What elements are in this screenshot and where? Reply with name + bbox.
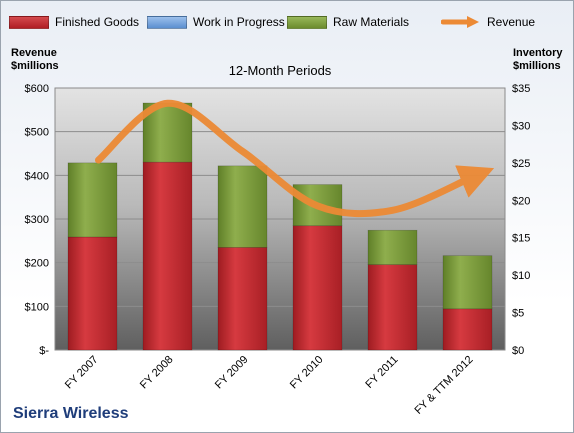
left-axis-ticks: $- $100 $200 $300 $400 $500 $600: [25, 83, 50, 357]
bar-finished-goods: [442, 308, 493, 351]
bar-finished-goods: [292, 225, 343, 351]
right-tick-label: $30: [512, 120, 530, 132]
right-tick-label: $25: [512, 158, 530, 170]
left-tick-label: $600: [25, 83, 49, 95]
left-tick-label: $-: [39, 345, 49, 357]
revenue-line-path: [95, 99, 495, 218]
right-axis-title: Inventory $millions: [513, 47, 563, 73]
left-tick-label: $400: [25, 170, 49, 182]
right-tick-label: $15: [512, 233, 530, 245]
legend-swatch-finished-goods: [9, 15, 49, 29]
x-tick-label: FY 2010: [288, 354, 326, 392]
left-tick-label: $200: [25, 258, 49, 270]
right-tick-label: $35: [512, 83, 530, 95]
legend-label-revenue: Revenue: [487, 15, 536, 29]
legend-item-work-in-progress: Work in Progress: [147, 15, 285, 29]
left-tick-label: $100: [25, 301, 49, 313]
x-tick-label: FY & TTM 2012: [413, 354, 476, 417]
x-tick-label: FY 2008: [138, 354, 176, 392]
right-axis-title-line2: $millions: [513, 60, 561, 72]
company-name: Sierra Wireless: [13, 405, 129, 422]
chart-subtitle: 12-Month Periods: [229, 63, 332, 78]
right-tick-label: $10: [512, 270, 530, 282]
right-axis-ticks: $0 $5 $10 $15 $20 $25 $30 $35: [512, 83, 530, 357]
x-tick-label: FY 2007: [63, 354, 101, 392]
revenue-line: [95, 99, 495, 218]
right-tick-label: $0: [512, 345, 524, 357]
legend-item-raw-materials: Raw Materials: [287, 15, 409, 29]
x-tick-label: FY 2009: [213, 354, 251, 392]
bar-raw-materials: [217, 165, 268, 248]
bar-finished-goods: [217, 247, 268, 351]
legend-item-finished-goods: Finished Goods: [9, 15, 139, 29]
legend-label-raw-materials: Raw Materials: [333, 15, 410, 29]
bar-finished-goods: [367, 264, 418, 351]
right-axis-title-line1: Inventory: [513, 47, 563, 59]
legend-swatch-work-in-progress: [147, 15, 187, 29]
left-axis-title-line1: Revenue: [11, 47, 57, 59]
left-axis-title-line2: $millions: [11, 60, 59, 72]
left-tick-label: $500: [25, 127, 49, 139]
bar-raw-materials: [367, 229, 418, 265]
bar-raw-materials: [442, 255, 493, 310]
left-axis-title: Revenue $millions: [11, 47, 59, 73]
legend-swatch-revenue: [441, 16, 479, 28]
left-tick-label: $300: [25, 214, 49, 226]
bar-finished-goods: [142, 161, 193, 351]
bar-finished-goods: [67, 236, 118, 351]
legend-label-finished-goods: Finished Goods: [55, 15, 140, 29]
legend: Finished Goods Work in Progress Raw Mate…: [1, 15, 573, 33]
legend-item-revenue: Revenue: [441, 15, 535, 29]
bar-raw-materials: [67, 162, 118, 238]
legend-swatch-raw-materials: [287, 15, 327, 29]
right-tick-label: $5: [512, 308, 524, 320]
legend-label-work-in-progress: Work in Progress: [193, 15, 285, 29]
x-tick-label: FY 2011: [363, 354, 400, 391]
right-tick-label: $20: [512, 195, 530, 207]
